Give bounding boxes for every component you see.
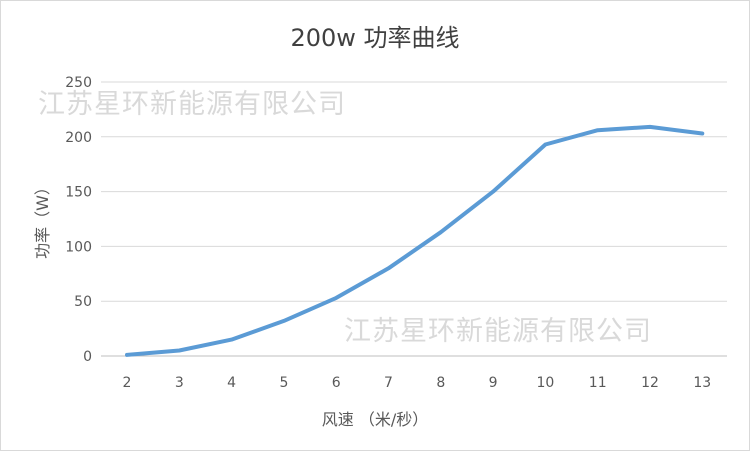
y-tick-label: 200 [65, 130, 92, 146]
x-axis-label: 风速 （米/秒） [322, 410, 428, 429]
x-tick-label: 8 [436, 375, 445, 391]
x-tick-label: 5 [279, 375, 288, 391]
series-line [125, 124, 705, 357]
y-tick-label: 50 [74, 294, 92, 310]
x-tick-label: 3 [175, 375, 184, 391]
y-tick-label: 150 [65, 185, 92, 201]
y-tick-label: 250 [65, 75, 92, 91]
y-tick-label: 0 [83, 349, 92, 365]
chart-title: 200w 功率曲线 [290, 24, 459, 52]
grid-lines [101, 81, 727, 357]
x-tick-label: 11 [589, 375, 607, 391]
y-axis-label: 功率（W） [33, 179, 52, 259]
x-tick-label: 13 [693, 375, 711, 391]
x-tick-label: 12 [641, 375, 659, 391]
x-tick-label: 7 [384, 375, 393, 391]
x-tick-label: 10 [536, 375, 554, 391]
y-axis-ticks: 0 50 100 150 200 250 [65, 75, 92, 365]
x-tick-label: 4 [227, 375, 236, 391]
watermark-top: 江苏星环新能源有限公司 [38, 89, 346, 120]
x-tick-label: 6 [332, 375, 341, 391]
watermark-bottom: 江苏星环新能源有限公司 [344, 316, 652, 347]
x-tick-label: 2 [123, 375, 132, 391]
series-line-layer [125, 124, 705, 357]
x-tick-label: 9 [489, 375, 498, 391]
x-axis-ticks: 2 3 4 5 6 7 8 9 10 11 12 13 [123, 375, 712, 391]
y-tick-label: 100 [65, 239, 92, 255]
